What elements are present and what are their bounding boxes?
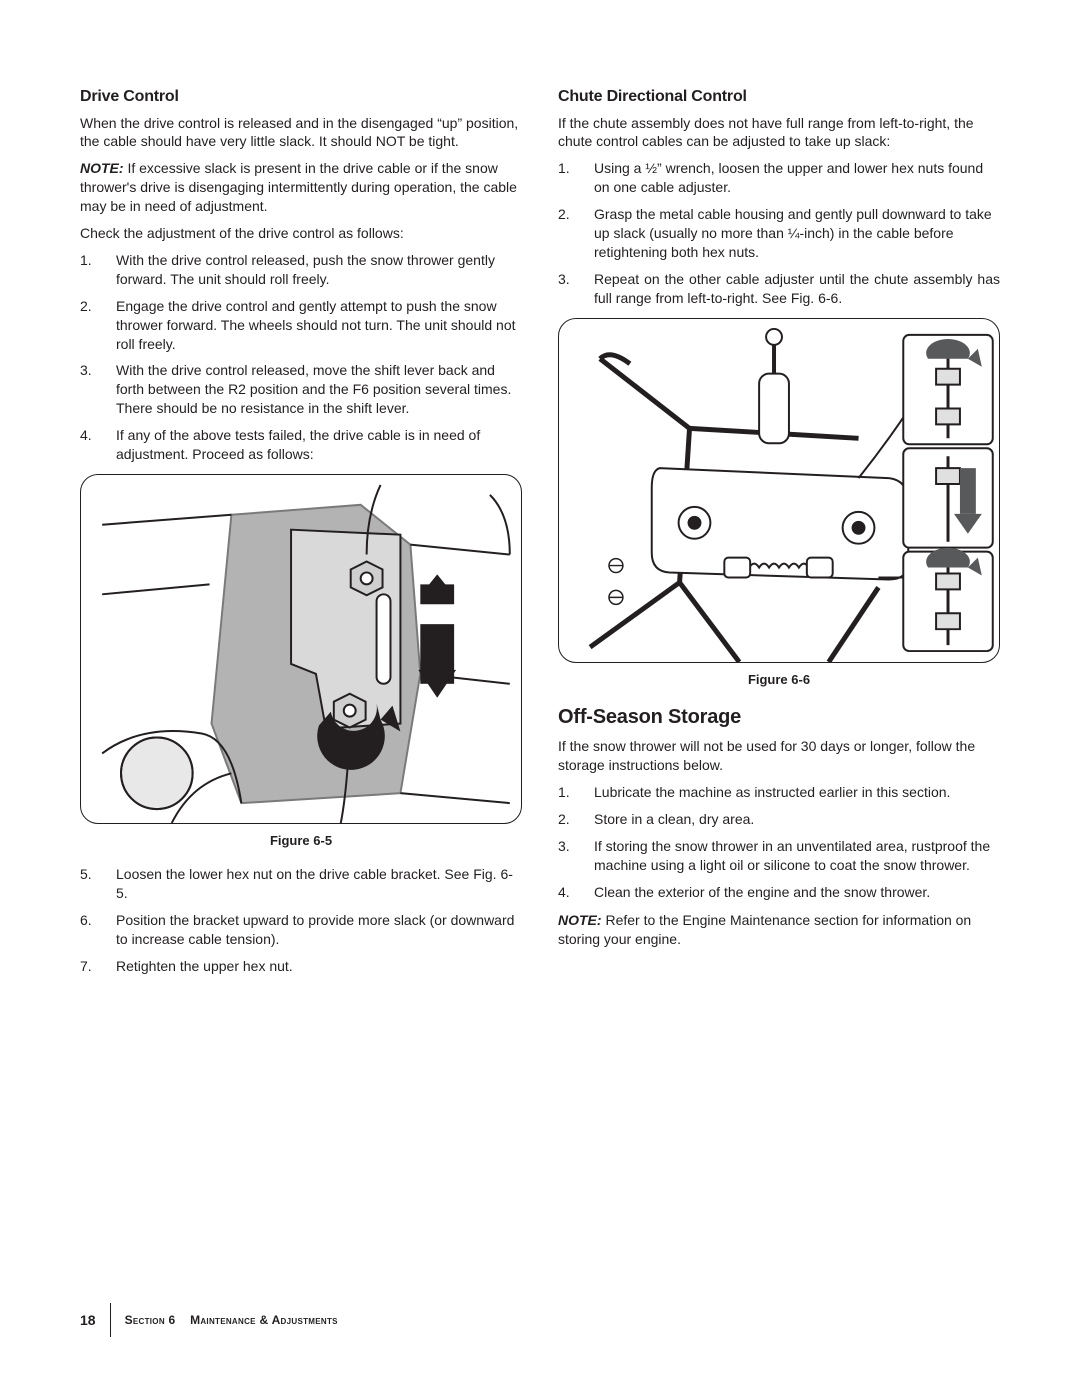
right-column: Chute Directional Control If the chute a… [558, 86, 1000, 986]
figure-caption: Figure 6-5 [80, 832, 522, 850]
note-body: Refer to the Engine Maintenance section … [558, 912, 971, 947]
ordered-list: 1.Lubricate the machine as instructed ea… [558, 783, 1000, 901]
figure-6-5 [80, 474, 522, 824]
list-item: 4.Clean the exterior of the engine and t… [558, 883, 1000, 902]
ordered-list: 5.Loosen the lower hex nut on the drive … [80, 865, 522, 975]
list-item: 4.If any of the above tests failed, the … [80, 426, 522, 464]
list-item: 3.With the drive control released, move … [80, 361, 522, 418]
ordered-list: 1.With the drive control released, push … [80, 251, 522, 464]
note-label: NOTE: [80, 160, 124, 176]
figure-caption: Figure 6-6 [558, 671, 1000, 689]
paragraph: When the drive control is released and i… [80, 114, 522, 152]
footer-section: Section 6 Maintenance & Adjustments [125, 1312, 338, 1328]
list-item: 2.Engage the drive control and gently at… [80, 297, 522, 354]
footer-separator [110, 1303, 111, 1337]
list-item: 7.Retighten the upper hex nut. [80, 957, 522, 976]
ordered-list: 1.Using a ½” wrench, loosen the upper an… [558, 159, 1000, 307]
section-title: Maintenance & Adjustments [190, 1313, 338, 1327]
list-item: 3.Repeat on the other cable adjuster unt… [558, 270, 1000, 308]
list-item: 3.If storing the snow thrower in an unve… [558, 837, 1000, 875]
chute-heading: Chute Directional Control [558, 86, 1000, 108]
note-paragraph: NOTE: If excessive slack is present in t… [80, 159, 522, 216]
drive-control-heading: Drive Control [80, 86, 522, 108]
list-item: 2.Store in a clean, dry area. [558, 810, 1000, 829]
list-item: 2.Grasp the metal cable housing and gent… [558, 205, 1000, 262]
note-body: If excessive slack is present in the dri… [80, 160, 517, 214]
paragraph: If the chute assembly does not have full… [558, 114, 1000, 152]
left-column: Drive Control When the drive control is … [80, 86, 522, 986]
list-item: 1.Using a ½” wrench, loosen the upper an… [558, 159, 1000, 197]
note-paragraph: NOTE: Refer to the Engine Maintenance se… [558, 911, 1000, 949]
list-item: 1.Lubricate the machine as instructed ea… [558, 783, 1000, 802]
page-number: 18 [80, 1311, 110, 1330]
storage-heading: Off-Season Storage [558, 704, 1000, 731]
list-item: 1.With the drive control released, push … [80, 251, 522, 289]
paragraph: If the snow thrower will not be used for… [558, 737, 1000, 775]
list-item: 5.Loosen the lower hex nut on the drive … [80, 865, 522, 903]
list-item: 6.Position the bracket upward to provide… [80, 911, 522, 949]
page-footer: 18 Section 6 Maintenance & Adjustments [80, 1303, 338, 1337]
figure-6-6 [558, 318, 1000, 663]
note-label: NOTE: [558, 912, 602, 928]
paragraph: Check the adjustment of the drive contro… [80, 224, 522, 243]
section-label: Section 6 [125, 1313, 176, 1327]
